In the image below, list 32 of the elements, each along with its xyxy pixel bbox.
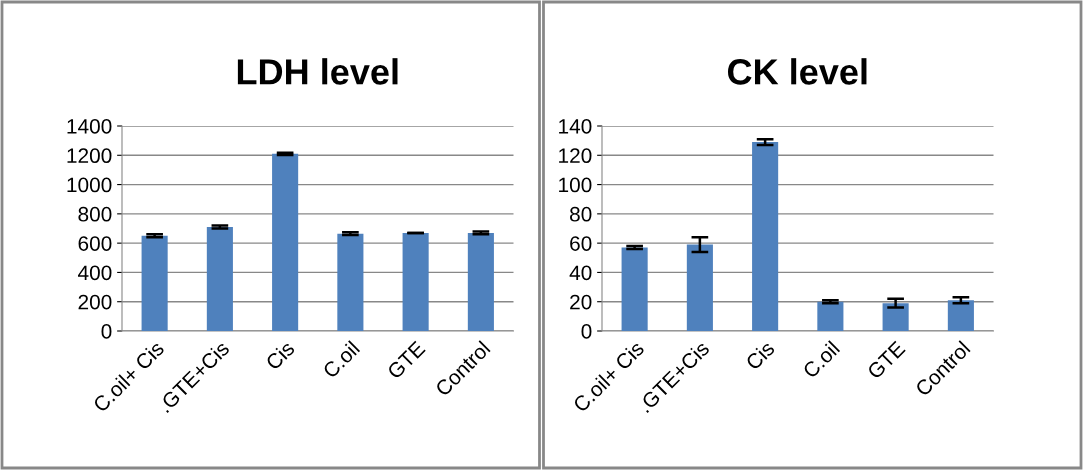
y-tick-label: 140 bbox=[559, 119, 592, 134]
y-tick-label: 1000 bbox=[67, 177, 112, 193]
y-tick-label: 600 bbox=[78, 236, 112, 251]
y-tick-label: 400 bbox=[78, 265, 112, 281]
bar bbox=[882, 303, 909, 331]
y-tick-label: 100 bbox=[559, 177, 592, 193]
y-tick-label: 800 bbox=[78, 206, 112, 222]
y-tick-label: 80 bbox=[570, 206, 592, 222]
bar bbox=[467, 232, 494, 331]
x-tick-label: Cis bbox=[744, 339, 776, 371]
bar bbox=[817, 301, 844, 331]
bar bbox=[402, 232, 429, 331]
y-tick-label: 0 bbox=[101, 324, 112, 339]
y-tick-label: 60 bbox=[570, 236, 592, 251]
bar bbox=[141, 235, 168, 331]
y-tick-label: 40 bbox=[569, 265, 592, 281]
bar bbox=[752, 142, 779, 331]
bar bbox=[337, 233, 364, 331]
y-tick-label: 1200 bbox=[67, 148, 112, 164]
y-tick-label: 20 bbox=[570, 294, 592, 310]
bar bbox=[686, 244, 713, 331]
chart-title: LDH level bbox=[237, 58, 398, 85]
bar bbox=[272, 153, 299, 331]
bar bbox=[947, 300, 974, 331]
y-tick-label: 200 bbox=[78, 294, 112, 310]
x-tick-label: Cis bbox=[264, 339, 296, 371]
bar bbox=[206, 227, 233, 331]
chart-title: CK level bbox=[727, 58, 867, 85]
bar bbox=[621, 247, 648, 331]
y-tick-label: 0 bbox=[581, 324, 592, 339]
y-tick-label: 1400 bbox=[67, 119, 112, 134]
y-tick-label: 120 bbox=[559, 148, 592, 164]
